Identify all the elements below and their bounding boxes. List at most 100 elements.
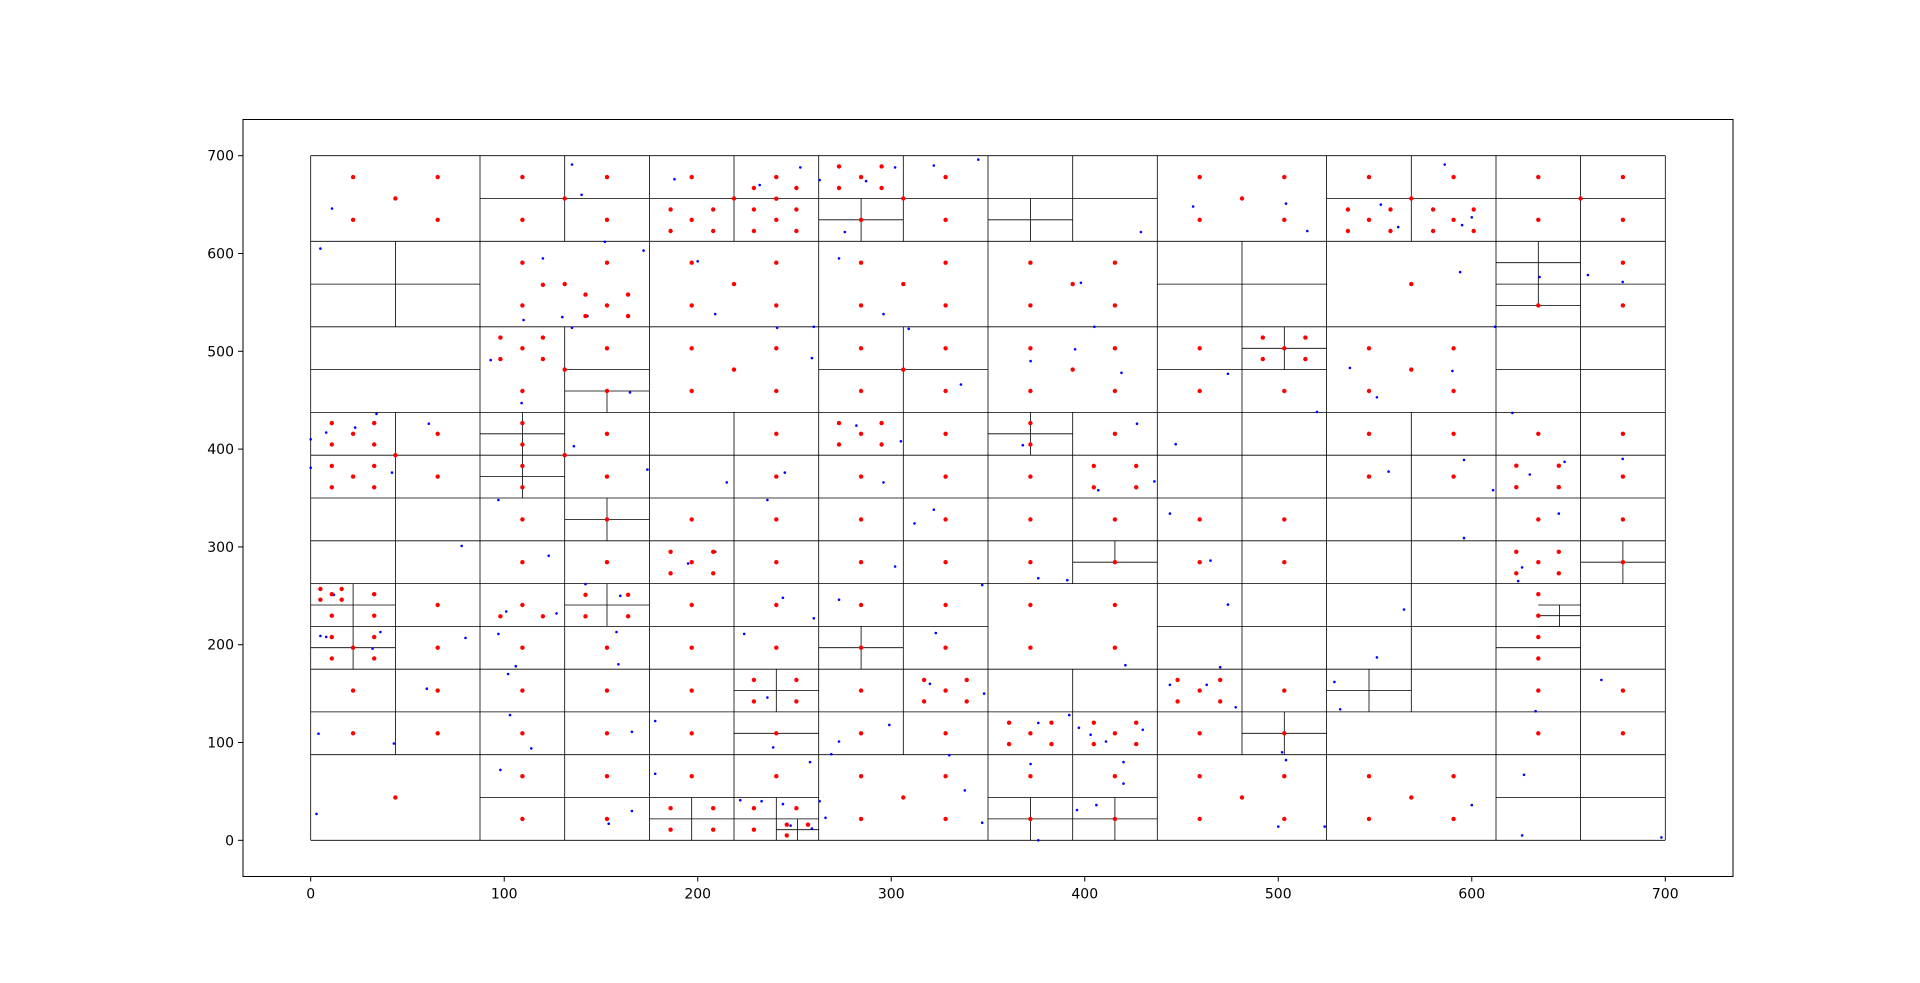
sample-point-40 — [628, 391, 632, 394]
center-point-306 — [784, 833, 789, 838]
center-point-219 — [435, 645, 440, 650]
center-point-208 — [372, 613, 377, 618]
sample-point-38 — [520, 401, 523, 405]
center-point-280 — [1218, 677, 1223, 683]
center-point-222 — [498, 614, 503, 619]
center-point-36 — [1282, 174, 1287, 180]
center-point-109 — [1112, 388, 1118, 394]
center-point-151 — [858, 474, 864, 479]
center-point-289 — [1620, 731, 1626, 736]
center-point-175 — [604, 517, 610, 522]
center-point-210 — [318, 597, 323, 602]
sample-point-125 — [392, 742, 396, 745]
sample-point-90 — [932, 508, 936, 512]
center-point-43 — [1451, 217, 1456, 222]
sample-point-122 — [1520, 566, 1524, 569]
center-point-75 — [858, 303, 864, 308]
center-point-170 — [1536, 431, 1541, 436]
center-point-213 — [329, 634, 334, 640]
center-point-206 — [329, 613, 334, 618]
sample-point-145 — [1104, 740, 1108, 743]
x-tick-label-400: 400 — [1071, 887, 1098, 903]
center-point-229 — [689, 602, 694, 608]
center-point-269 — [1006, 741, 1012, 747]
sample-point-149 — [1205, 683, 1208, 687]
sample-point-28 — [696, 260, 699, 263]
sample-point-46 — [1029, 359, 1032, 363]
center-point-111 — [1197, 346, 1202, 351]
sample-point-165 — [789, 824, 792, 827]
center-point-50 — [1430, 228, 1436, 234]
center-point-157 — [1112, 431, 1118, 436]
y-tick-label-600: 600 — [207, 246, 234, 262]
center-point-273 — [1091, 720, 1097, 725]
sample-point-84 — [547, 554, 550, 557]
sample-point-19 — [1379, 203, 1383, 206]
sample-point-155 — [1534, 709, 1537, 713]
sample-point-67 — [783, 471, 787, 474]
y-axis: 0 100 200 300 400 500 600 700 — [207, 149, 243, 849]
center-point-40 — [1366, 174, 1372, 180]
center-point-103 — [858, 388, 864, 394]
center-point-114 — [1260, 335, 1266, 340]
sample-point-132 — [653, 719, 657, 723]
sample-point-87 — [766, 498, 769, 502]
sample-point-128 — [514, 664, 518, 668]
center-point-9 — [562, 196, 567, 201]
sample-point-140 — [982, 692, 986, 695]
center-point-19 — [751, 185, 757, 191]
center-point-8 — [604, 217, 610, 222]
center-point-298 — [668, 827, 673, 832]
center-point-59 — [604, 260, 610, 265]
center-point-201 — [1514, 549, 1519, 554]
center-point-304 — [784, 822, 789, 827]
center-point-324 — [1451, 816, 1456, 822]
center-point-93 — [562, 367, 567, 372]
center-point-32 — [901, 196, 906, 201]
sample-point-2 — [570, 163, 574, 166]
center-point-2 — [350, 217, 356, 222]
center-point-74 — [943, 260, 948, 265]
center-point-34 — [943, 217, 948, 222]
center-point-44 — [1409, 196, 1414, 201]
center-point-91 — [540, 335, 546, 340]
center-point-300 — [711, 827, 716, 832]
center-point-277 — [1112, 731, 1118, 736]
center-point-20 — [751, 207, 757, 212]
sample-point-66 — [725, 481, 729, 484]
center-point-138 — [520, 442, 525, 447]
center-point-3 — [435, 217, 440, 222]
sample-point-54 — [1451, 369, 1454, 373]
center-point-119 — [1366, 346, 1372, 351]
center-point-218 — [435, 602, 440, 608]
center-point-214 — [329, 656, 334, 661]
center-point-140 — [520, 485, 525, 490]
center-point-296 — [774, 774, 779, 779]
sample-point-166 — [810, 827, 814, 830]
center-point-320 — [1239, 795, 1245, 800]
center-point-30 — [858, 174, 864, 180]
center-point-283 — [1197, 731, 1202, 736]
sample-point-94 — [1209, 559, 1212, 562]
center-point-12 — [689, 217, 694, 222]
center-point-92 — [540, 356, 546, 362]
center-point-37 — [1197, 217, 1202, 222]
sample-point-114 — [837, 598, 841, 601]
center-point-307 — [858, 774, 864, 779]
sample-point-137 — [837, 740, 841, 743]
center-point-84 — [1536, 303, 1541, 308]
center-point-257 — [794, 677, 799, 683]
sample-point-100 — [379, 630, 382, 634]
sample-point-138 — [888, 723, 891, 727]
center-point-137 — [520, 420, 525, 426]
center-point-124 — [329, 420, 334, 426]
center-point-266 — [964, 677, 969, 683]
sample-point-42 — [775, 326, 779, 330]
sample-point-1 — [319, 247, 322, 250]
center-point-171 — [1620, 431, 1626, 436]
sample-point-102 — [324, 635, 328, 639]
center-point-94 — [604, 346, 610, 351]
sample-point-43 — [812, 325, 816, 329]
sample-point-161 — [653, 772, 657, 776]
